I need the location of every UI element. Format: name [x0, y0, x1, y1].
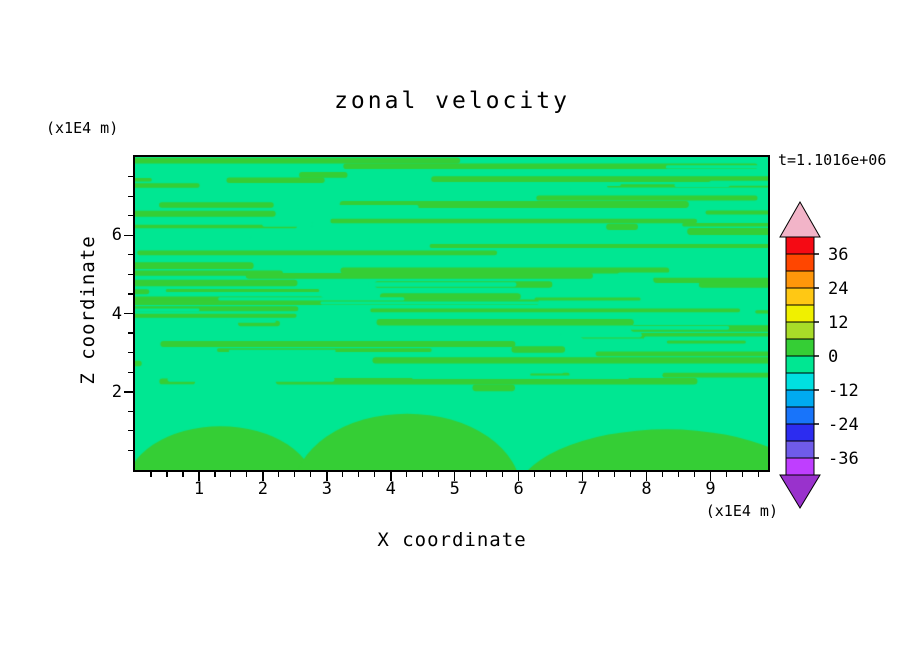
x-minor-tick — [677, 472, 680, 477]
x-minor-tick — [550, 472, 552, 477]
colorbar-segment — [785, 236, 815, 255]
colorbar-segment — [785, 457, 815, 476]
y-minor-tick — [128, 195, 133, 197]
colorbar-tick-label: -12 — [828, 381, 859, 401]
colorbar-tick-label: -36 — [828, 449, 859, 469]
x-minor-tick — [613, 472, 616, 477]
x-minor-tick — [470, 472, 472, 477]
colorbar-svg: 36 24 12 0 -12 -24 -36 — [779, 200, 859, 509]
y-minor-tick — [128, 449, 133, 452]
x-major-tick — [581, 472, 584, 481]
colorbar-segment — [785, 355, 815, 374]
x-minor-tick — [438, 472, 440, 477]
x-minor-tick — [310, 472, 312, 477]
y-minor-tick — [128, 293, 133, 295]
x-minor-tick — [725, 472, 728, 477]
y-minor-tick — [128, 254, 133, 256]
x-minor-tick — [757, 472, 759, 477]
y-axis-unit-label: (x1E4 m) — [46, 119, 119, 137]
y-major-tick — [124, 312, 133, 315]
colorbar-segment — [785, 304, 815, 323]
x-minor-tick — [246, 472, 248, 477]
colorbar-bottom-arrow — [779, 474, 821, 509]
x-major-tick — [262, 472, 264, 481]
x-tick-label: 2 — [257, 479, 268, 499]
y-minor-tick — [128, 371, 133, 373]
x-tick-label: 8 — [641, 479, 652, 499]
y-tick-label: 6 — [111, 225, 122, 246]
x-minor-tick — [422, 472, 424, 477]
colorbar-tick-label: 36 — [828, 245, 848, 265]
chart-title: zonal velocity — [334, 88, 570, 114]
colorbar-segment — [785, 389, 815, 408]
x-minor-tick — [166, 472, 168, 477]
x-minor-tick — [342, 472, 344, 477]
x-axis-title: X coordinate — [377, 529, 527, 551]
x-minor-tick — [358, 472, 360, 477]
x-minor-tick — [502, 472, 504, 477]
x-tick-label: 1 — [193, 479, 205, 499]
x-tick-label: 6 — [513, 479, 524, 499]
y-tick-label: 4 — [111, 303, 122, 324]
y-minor-tick — [128, 410, 133, 412]
colorbar-top-arrow — [779, 200, 821, 238]
x-minor-tick — [565, 472, 568, 477]
y-tick-label: 2 — [111, 381, 122, 402]
y-major-tick — [124, 234, 133, 236]
x-minor-tick — [150, 472, 152, 477]
colorbar-tick-label: 0 — [828, 347, 838, 367]
x-minor-tick — [406, 472, 408, 477]
x-minor-tick — [294, 472, 296, 477]
x-axis-unit-label: (x1E4 m) — [705, 502, 778, 520]
y-minor-tick — [128, 332, 133, 334]
colorbar-segment — [785, 321, 815, 340]
x-minor-tick — [661, 472, 664, 477]
x-minor-tick — [230, 472, 232, 477]
colorbar-segment — [785, 287, 815, 306]
x-minor-tick — [214, 472, 216, 477]
x-minor-tick — [534, 472, 536, 477]
x-minor-tick — [741, 472, 743, 477]
y-minor-tick — [128, 352, 133, 354]
plot-area — [133, 155, 770, 472]
colorbar-segment — [785, 270, 815, 289]
x-major-tick — [198, 472, 200, 481]
x-tick-label: 5 — [449, 479, 460, 499]
x-major-tick — [517, 472, 520, 481]
x-tick-label: 7 — [577, 479, 588, 499]
colorbar-segment — [785, 338, 815, 357]
x-major-tick — [326, 472, 328, 481]
x-minor-tick — [182, 472, 184, 477]
x-minor-tick — [278, 472, 280, 477]
colorbar-tick-label: 12 — [828, 313, 848, 333]
x-major-tick — [709, 472, 712, 481]
colorbar-tick-label: 24 — [828, 279, 848, 299]
time-annotation: t=1.1016e+06 — [778, 151, 887, 169]
colorbar-segment — [785, 253, 815, 272]
colorbar-segment — [785, 423, 815, 442]
x-minor-tick — [486, 472, 488, 477]
x-minor-tick — [629, 472, 632, 477]
colorbar-segment — [785, 372, 815, 391]
x-major-tick — [645, 472, 648, 481]
contour-field-canvas — [135, 157, 768, 470]
colorbar: 36 24 12 0 -12 -24 -36 — [770, 196, 904, 526]
y-minor-tick — [128, 430, 133, 432]
colorbar-segment — [785, 440, 815, 459]
x-major-tick — [390, 472, 392, 481]
x-tick-label: 3 — [321, 479, 332, 499]
x-tick-label: 4 — [385, 479, 396, 499]
x-major-tick — [453, 472, 456, 481]
y-minor-tick — [128, 215, 133, 217]
x-tick-label: 9 — [705, 479, 716, 499]
x-minor-tick — [693, 472, 696, 477]
y-minor-tick — [128, 273, 133, 275]
y-minor-tick — [128, 175, 133, 178]
colorbar-segment — [785, 406, 815, 425]
y-major-tick — [124, 391, 133, 393]
colorbar-tick-label: -24 — [828, 415, 859, 435]
x-minor-tick — [374, 472, 376, 477]
x-minor-tick — [597, 472, 600, 477]
